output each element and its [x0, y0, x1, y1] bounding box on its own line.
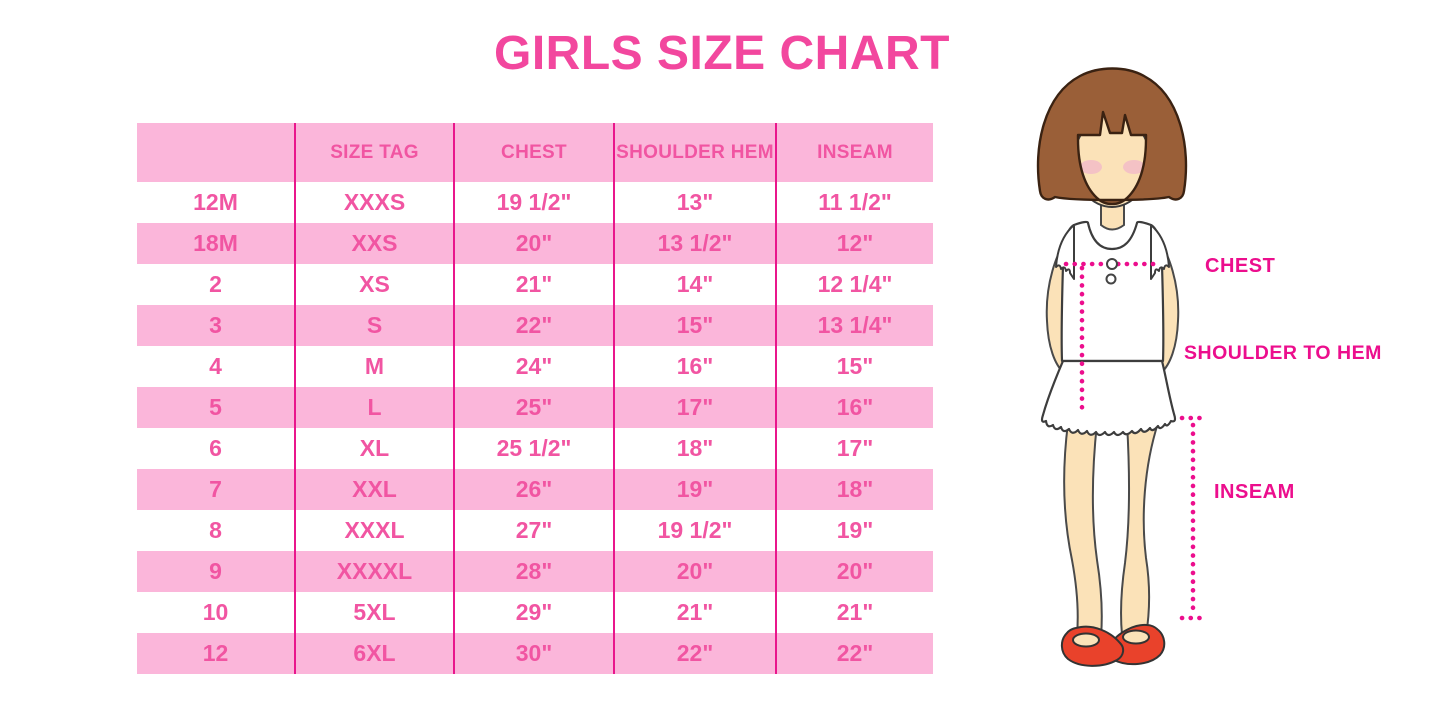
table-row: 5 L 25" 17" 16" [137, 387, 933, 428]
table-cell: XL [296, 428, 455, 469]
right-shoulder-ruffle [1150, 224, 1170, 280]
table-cell: XXXS [296, 182, 455, 223]
table-cell: 20" [615, 551, 777, 592]
table-row: 2 XS 21" 14" 12 1/4" [137, 264, 933, 305]
table-cell: 5XL [296, 592, 455, 633]
table-cell: 25 1/2" [455, 428, 615, 469]
table-cell: 19" [615, 469, 777, 510]
table-row: 18M XXS 20" 13 1/2" 12" [137, 223, 933, 264]
page-title: GIRLS SIZE CHART [493, 27, 950, 80]
shoulder-to-hem-label: SHOULDER TO HEM [1184, 342, 1382, 364]
table-cell: 6 [137, 428, 296, 469]
right-leg [1120, 422, 1160, 638]
table-cell: 19" [836, 517, 874, 543]
table-cell: 3 [137, 305, 296, 346]
left-shoe [1060, 625, 1125, 667]
table-header-row: SIZE TAG CHEST SHOULDER HEM INSEAM [137, 123, 933, 182]
table-cell: 9 [137, 551, 296, 592]
table-cell: 20" [455, 223, 615, 264]
header-cell [137, 123, 296, 182]
table-cell: 12M [137, 182, 296, 223]
table-cell: 4 [137, 346, 296, 387]
table-cell: 24" [455, 346, 615, 387]
table-cell: S [296, 305, 455, 346]
table-row: 9 XXXXL 28" 20" 20" [137, 551, 933, 592]
size-chart-table: SIZE TAG CHEST SHOULDER HEM INSEAM 12M XXXS 19… [137, 123, 933, 674]
table-cell: XXS [296, 223, 455, 264]
table-cell: 15" [615, 305, 777, 346]
table-cell: 20" [836, 558, 874, 584]
table-cell: 15" [836, 353, 874, 379]
table-cell: 5 [137, 387, 296, 428]
table-cell: 26" [455, 469, 615, 510]
skirt [1040, 359, 1177, 437]
table-row: 6 XL 25 1/2" 18" 17" [137, 428, 933, 469]
table-cell: 12" [836, 230, 874, 256]
table-cell: 18M [137, 223, 296, 264]
table-row: 12M XXXS 19 1/2" 13" 11 1/2" [137, 182, 933, 223]
table-cell: 12 1/4" [817, 271, 893, 297]
bottom-button [1105, 273, 1117, 285]
table-cell: 17" [836, 435, 874, 461]
table-cell: L [296, 387, 455, 428]
table-cell: 22" [615, 633, 777, 674]
table-cell: 7 [137, 469, 296, 510]
table-row: 4 M 24" 16" 15" [137, 346, 933, 387]
table-cell: 19 1/2" [615, 510, 777, 551]
table-cell: M [296, 346, 455, 387]
table-cell: 6XL [296, 633, 455, 674]
table-cell: 21" [836, 599, 874, 625]
table-cell: 13 1/2" [615, 223, 777, 264]
table-cell: 13" [615, 182, 777, 223]
table-cell: 12 [137, 633, 296, 674]
table-cell: 10 [137, 592, 296, 633]
hair [1036, 67, 1188, 206]
left-shoulder-ruffle [1055, 224, 1075, 280]
table-cell: 21" [615, 592, 777, 633]
table-cell: 30" [455, 633, 615, 674]
girl-body [1036, 67, 1188, 667]
table-row: 10 5XL 29" 21" 21" [137, 592, 933, 633]
table-cell: 2 [137, 264, 296, 305]
table-cell: 28" [455, 551, 615, 592]
table-cell: 25" [455, 387, 615, 428]
table-cell: XXXL [296, 510, 455, 551]
table-cell: 27" [455, 510, 615, 551]
table-cell: 22" [455, 305, 615, 346]
left-leg [1063, 422, 1103, 639]
table-row: 12 6XL 30" 22" 22" [137, 633, 933, 674]
blouse [1060, 220, 1165, 363]
right-blush [1123, 160, 1145, 174]
girl-illustration: CHEST SHOULDER TO HEM INSEAM [1036, 67, 1382, 667]
table-cell: XS [296, 264, 455, 305]
table-cell: 29" [455, 592, 615, 633]
header-cell: SHOULDER HEM [615, 123, 777, 182]
table-cell: 17" [615, 387, 777, 428]
table-cell: 11 1/2" [818, 189, 892, 215]
table-row: 7 XXL 26" 19" 18" [137, 469, 933, 510]
measurement-figure: CHEST SHOULDER TO HEM INSEAM [1000, 55, 1445, 723]
table-cell: 22" [836, 640, 874, 666]
top-button [1106, 258, 1118, 270]
header-cell: INSEAM [817, 141, 893, 163]
table-cell: 18" [615, 428, 777, 469]
left-blush [1080, 160, 1102, 174]
table-cell: 19 1/2" [455, 182, 615, 223]
header-cell: SIZE TAG [296, 123, 455, 182]
header-cell: CHEST [455, 123, 615, 182]
table-cell: XXXXL [296, 551, 455, 592]
table-cell: 16" [836, 394, 874, 420]
table-row: 8 XXXL 27" 19 1/2" 19" [137, 510, 933, 551]
table-cell: 8 [137, 510, 296, 551]
table-cell: 13 1/4" [817, 312, 893, 338]
table-cell: 21" [455, 264, 615, 305]
table-row: 3 S 22" 15" 13 1/4" [137, 305, 933, 346]
inseam-label: INSEAM [1214, 481, 1295, 503]
table-cell: 16" [615, 346, 777, 387]
table-cell: XXL [296, 469, 455, 510]
chest-label: CHEST [1205, 255, 1275, 277]
table-cell: 14" [615, 264, 777, 305]
table-cell: 18" [836, 476, 874, 502]
